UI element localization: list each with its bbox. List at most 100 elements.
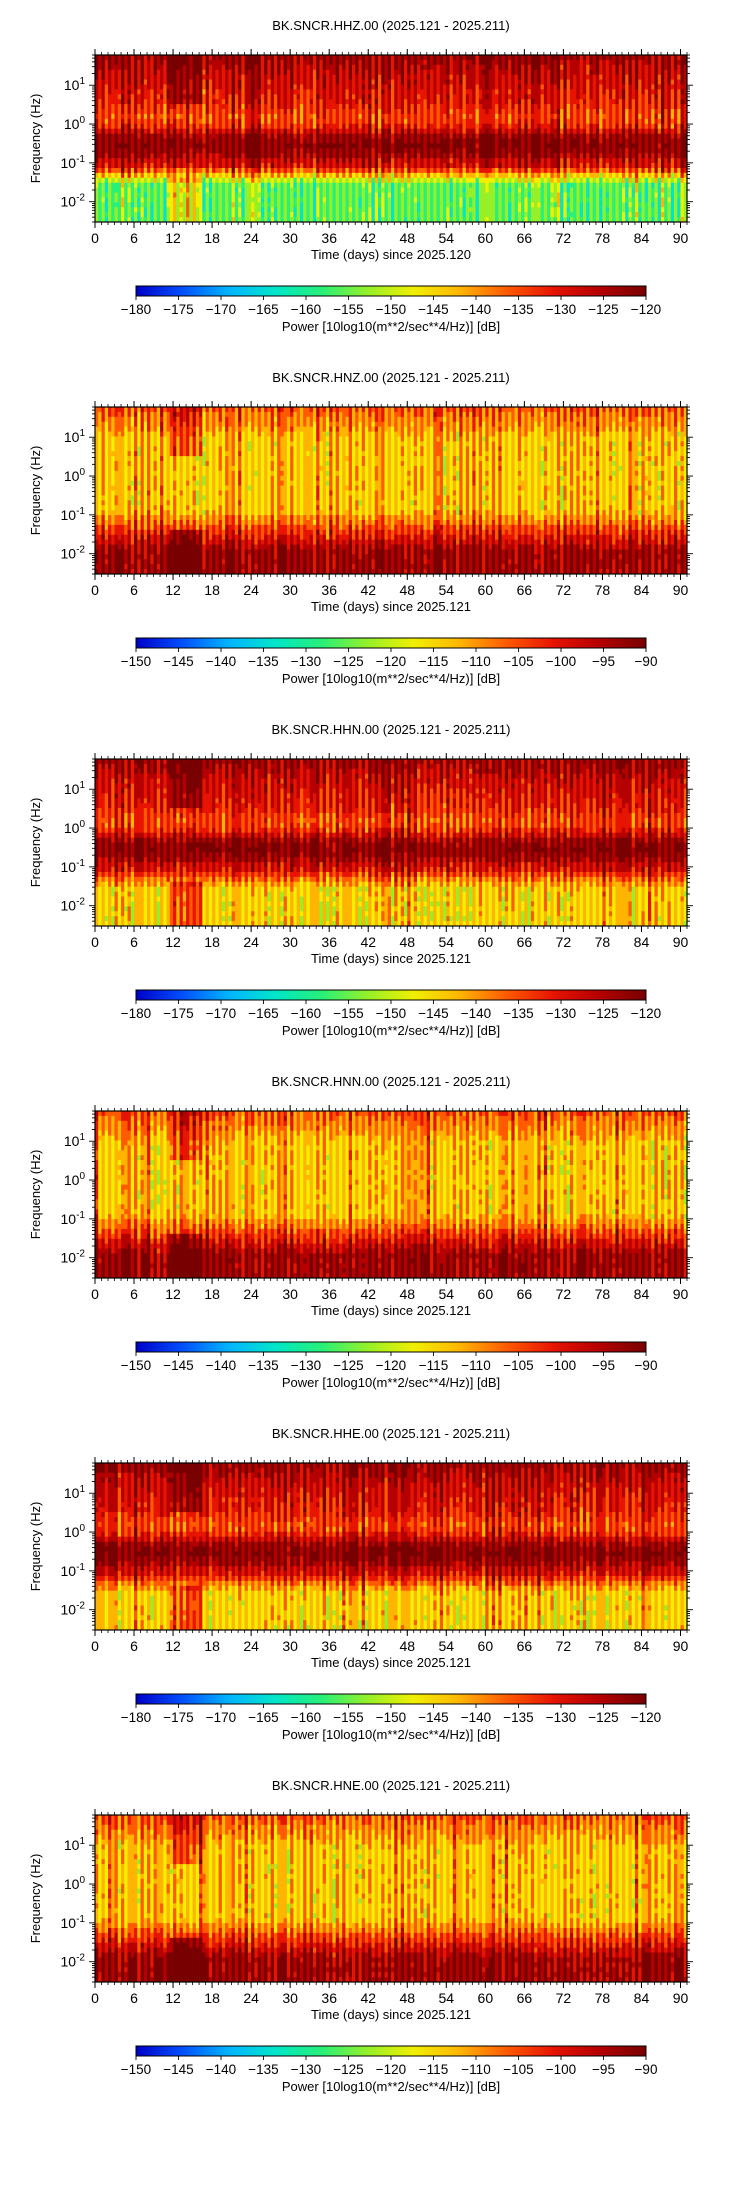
heatmap-cell — [195, 109, 200, 115]
heatmap-cell — [244, 64, 249, 71]
heatmap-cell — [150, 202, 154, 208]
heatmap-cell — [228, 172, 232, 179]
heatmap-cell — [277, 128, 281, 134]
heatmap-cell — [179, 59, 184, 66]
heatmap-cell — [469, 89, 473, 95]
heatmap-cell — [286, 202, 291, 208]
heatmap-cell — [537, 55, 541, 61]
heatmap-cell — [95, 202, 99, 208]
heatmap-cell — [316, 153, 320, 159]
heatmap-cell — [394, 143, 398, 149]
heatmap-cell — [166, 133, 171, 139]
heatmap-cell — [130, 167, 135, 174]
heatmap-cell — [465, 187, 470, 193]
heatmap-cell — [391, 148, 395, 154]
heatmap-cell — [527, 123, 532, 130]
heatmap-cell — [117, 59, 122, 66]
heatmap-cell — [277, 123, 281, 130]
heatmap-cell — [221, 167, 226, 174]
heatmap-cell — [387, 158, 392, 164]
heatmap-cell — [319, 167, 324, 174]
heatmap-cell — [176, 94, 180, 100]
heatmap-cell — [137, 217, 141, 223]
heatmap-cell — [156, 158, 161, 164]
heatmap-cell — [225, 172, 229, 179]
heatmap-cell — [404, 94, 408, 100]
heatmap-cell — [459, 89, 463, 95]
heatmap-cell — [303, 172, 307, 179]
heatmap-cell — [179, 182, 184, 188]
heatmap-cell — [534, 163, 538, 169]
heatmap-cell — [299, 192, 304, 198]
heatmap-cell — [540, 217, 545, 223]
heatmap-cell — [244, 94, 249, 100]
heatmap-cell — [189, 187, 193, 193]
heatmap-cell — [273, 69, 278, 75]
heatmap-cell — [134, 148, 138, 154]
heatmap-cell — [371, 148, 376, 154]
heatmap-cell — [283, 104, 288, 110]
heatmap-cell — [186, 99, 190, 105]
heatmap-cell — [156, 69, 161, 75]
heatmap-cell — [244, 138, 249, 144]
heatmap-cell — [280, 153, 285, 159]
heatmap-cell — [257, 148, 262, 154]
heatmap-cell — [443, 69, 447, 75]
chart-title: BK.SNCR.HHZ.00 (2025.121 - 2025.211) — [272, 18, 510, 33]
heatmap-cell — [501, 59, 506, 66]
heatmap-cell — [553, 69, 558, 75]
heatmap-cell — [296, 172, 301, 179]
heatmap-cell — [436, 192, 441, 198]
heatmap-cell — [241, 55, 245, 61]
heatmap-cell — [303, 192, 307, 198]
heatmap-cell — [342, 197, 346, 203]
heatmap-cell — [234, 89, 239, 95]
heatmap-cell — [241, 59, 245, 66]
heatmap-cell — [475, 84, 480, 90]
heatmap-cell — [423, 202, 428, 208]
heatmap-cell — [550, 182, 554, 188]
heatmap-cell — [560, 99, 564, 105]
heatmap-cell — [130, 212, 135, 218]
heatmap-cell — [469, 133, 473, 139]
heatmap-cell — [286, 123, 291, 130]
heatmap-cell — [423, 192, 428, 198]
heatmap-cell — [228, 94, 232, 100]
heatmap-cell — [160, 128, 164, 134]
heatmap-cell — [325, 94, 330, 100]
heatmap-cell — [358, 177, 363, 184]
heatmap-cell — [182, 94, 187, 100]
heatmap-cell — [114, 197, 119, 203]
heatmap-cell — [511, 202, 515, 208]
heatmap-cell — [280, 158, 285, 164]
heatmap-cell — [179, 197, 184, 203]
heatmap-cell — [176, 192, 180, 198]
heatmap-cell — [127, 217, 132, 223]
heatmap-cell — [205, 197, 210, 203]
heatmap-cell — [306, 113, 311, 120]
heatmap-cell — [407, 167, 411, 174]
heatmap-cell — [277, 212, 281, 218]
heatmap-cell — [423, 217, 428, 223]
heatmap-cell — [560, 143, 564, 149]
heatmap-cell — [312, 104, 317, 110]
heatmap-cell — [413, 167, 418, 174]
heatmap-cell — [156, 84, 161, 90]
heatmap-cell — [377, 89, 382, 95]
heatmap-cell — [439, 158, 444, 164]
heatmap-cell — [169, 64, 174, 71]
heatmap-cell — [488, 172, 493, 179]
heatmap-cell — [286, 177, 291, 184]
heatmap-cell — [273, 182, 278, 188]
heatmap-cell — [134, 143, 138, 149]
heatmap-cell — [234, 187, 239, 193]
heatmap-cell — [247, 148, 252, 154]
heatmap-cell — [335, 79, 340, 85]
heatmap-cell — [290, 84, 294, 90]
heatmap-cell — [251, 192, 255, 198]
heatmap-cell — [410, 59, 415, 66]
heatmap-cell — [140, 197, 145, 203]
heatmap-cell — [368, 89, 372, 95]
heatmap-cell — [169, 79, 174, 85]
heatmap-cell — [387, 89, 392, 95]
